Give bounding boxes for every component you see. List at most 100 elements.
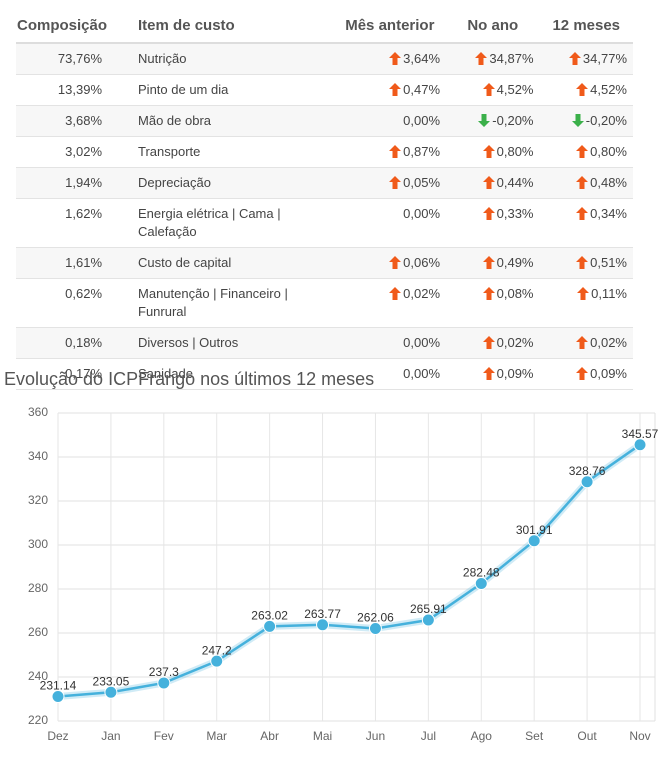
table-row: 0,18% Diversos | Outros 0,00% 0,02% 0,02% — [16, 327, 633, 359]
value-label: 263.77 — [304, 607, 341, 621]
cell-text: 0,62% — [65, 286, 103, 301]
table-row: 1,62% Energia elétrica | Cama | Calefação… — [16, 198, 633, 248]
cell-text: 0,17% — [65, 366, 103, 381]
value-label: 265.91 — [410, 602, 447, 616]
table-row: 73,76% Nutrição 3,64% 34,87% 34,77% — [16, 43, 633, 75]
up-arrow — [576, 207, 589, 220]
table-cell: 0,00% — [333, 327, 447, 359]
table-cell: Manutenção | Financeiro | Funrural — [108, 278, 334, 328]
point — [316, 618, 330, 632]
cell-text: Energia elétrica | Cama | Calefação — [138, 206, 281, 239]
table-cell: 0,44% — [446, 167, 540, 199]
table-cell: 0,17% — [16, 358, 109, 390]
value-label: 263.02 — [251, 609, 288, 623]
column-header: Item de custo — [108, 8, 334, 44]
table-row: 1,94% Depreciação 0,05% 0,44% 0,48% — [16, 167, 633, 199]
table-cell: 0,49% — [446, 247, 540, 279]
x-tick-label: Jul — [421, 729, 436, 743]
x-tick-label: Ago — [471, 729, 493, 743]
y-tick-label: 220 — [28, 713, 48, 727]
y-tick-label: 300 — [28, 537, 48, 551]
up-arrow — [482, 256, 495, 269]
cell-text: 0,06% — [403, 255, 441, 270]
up-arrow — [482, 287, 495, 300]
table-cell: 3,02% — [16, 136, 109, 168]
table-cell: 0,80% — [446, 136, 540, 168]
table-cell: 0,34% — [539, 198, 633, 248]
up-arrow — [389, 83, 402, 96]
table-row: 3,68% Mão de obra 0,00% -0,20% -0,20% — [16, 105, 633, 137]
cell-text: Nutrição — [138, 51, 187, 66]
cell-text: 0,02% — [403, 286, 441, 301]
value-label: 233.05 — [93, 674, 130, 688]
table-cell: 34,77% — [539, 43, 633, 75]
down-arrow — [571, 114, 584, 127]
table-cell: Energia elétrica | Cama | Calefação — [108, 198, 334, 248]
cell-text: 0,09% — [496, 366, 534, 381]
up-arrow — [576, 367, 589, 380]
column-header: 12 meses — [539, 8, 633, 44]
up-arrow — [482, 367, 495, 380]
table-cell: 0,48% — [539, 167, 633, 199]
cell-text: 34,77% — [582, 51, 627, 66]
up-arrow — [576, 83, 589, 96]
x-tick-label: Fev — [154, 729, 174, 743]
up-arrow — [576, 145, 589, 158]
down-arrow — [478, 114, 491, 127]
value-label: 301.91 — [516, 523, 553, 537]
up-arrow — [576, 256, 589, 269]
cell-text: 0,80% — [590, 144, 627, 159]
cell-text: 73,76% — [57, 51, 103, 66]
table-cell: 0,47% — [333, 74, 447, 106]
value-label: 262.06 — [357, 611, 394, 625]
cell-text: 0,33% — [496, 206, 534, 221]
table-cell: Mão de obra — [108, 105, 334, 137]
cell-text: 3,64% — [403, 51, 441, 66]
table-cell: 3,68% — [16, 105, 109, 137]
point — [474, 577, 488, 591]
up-arrow — [482, 336, 495, 349]
point — [527, 534, 541, 548]
table-cell: Custo de capital — [108, 247, 334, 279]
table-cell: Diversos | Outros — [108, 327, 334, 359]
point — [368, 621, 382, 635]
table-cell: 0,00% — [333, 198, 447, 248]
cell-text: 0,00% — [403, 113, 441, 128]
point — [104, 685, 118, 699]
table-cell: 34,87% — [446, 43, 540, 75]
x-tick-label: Set — [525, 729, 544, 743]
y-tick-label: 240 — [28, 669, 48, 683]
cell-text: 0,02% — [590, 335, 627, 350]
cell-text: 0,34% — [590, 206, 627, 221]
up-arrow — [568, 52, 581, 65]
cell-text: Transporte — [138, 144, 201, 159]
table-cell: 0,18% — [16, 327, 109, 359]
up-arrow — [389, 176, 402, 189]
table-row: 3,02% Transporte 0,87% 0,80% 0,80% — [16, 136, 633, 168]
up-arrow — [576, 336, 589, 349]
table-cell: 0,09% — [446, 358, 540, 390]
x-tick-label: Nov — [629, 729, 650, 743]
table-cell: 1,62% — [16, 198, 109, 248]
point — [157, 676, 171, 690]
cell-text: Custo de capital — [138, 255, 232, 270]
cell-text: 0,09% — [590, 366, 627, 381]
y-tick-label: 280 — [28, 581, 48, 595]
table-cell: Depreciação — [108, 167, 334, 199]
y-tick-label: 320 — [28, 493, 48, 507]
table-cell: -0,20% — [446, 105, 540, 137]
cell-text: 1,61% — [65, 255, 103, 270]
cell-text: 0,51% — [590, 255, 627, 270]
up-arrow — [389, 145, 402, 158]
cell-text: 0,00% — [403, 366, 441, 381]
up-arrow — [482, 83, 495, 96]
point — [263, 619, 277, 633]
x-tick-label: Abr — [260, 729, 279, 743]
table-cell: Pinto de um dia — [108, 74, 334, 106]
table-cell: 0,05% — [333, 167, 447, 199]
value-label: 345.57 — [622, 427, 659, 441]
table-cell: 0,80% — [539, 136, 633, 168]
up-arrow — [482, 145, 495, 158]
up-arrow — [576, 176, 589, 189]
